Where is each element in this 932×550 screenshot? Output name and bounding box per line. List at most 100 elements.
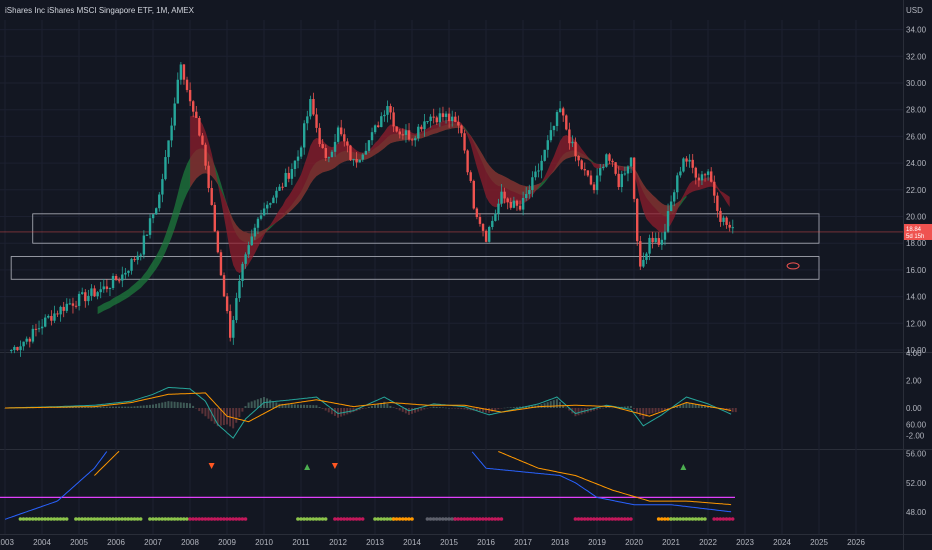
candle (53, 305, 56, 323)
price-tick-label: 28.00 (906, 106, 927, 115)
macd-histogram-bar (451, 408, 454, 409)
candle-body (111, 275, 115, 289)
macd-histogram-bar (330, 408, 333, 415)
candle (694, 166, 697, 185)
state-dot (148, 517, 152, 521)
macd-histogram-bar (392, 407, 395, 408)
macd-histogram-bar (290, 404, 293, 408)
candle-body (44, 317, 47, 327)
candle (574, 137, 577, 162)
candle (284, 168, 287, 187)
candle (666, 203, 670, 234)
candle (697, 173, 701, 187)
candle-body (515, 200, 519, 206)
candle-body (398, 131, 401, 135)
candle-body (632, 157, 636, 199)
macd-histogram-bar (53, 407, 56, 408)
candle (521, 191, 525, 216)
macd-histogram-bar (420, 408, 423, 411)
candle (592, 181, 596, 194)
blue-line (4, 451, 732, 520)
candle-body (262, 208, 266, 216)
macd-histogram-bar (642, 408, 645, 420)
macd-histogram-bar (429, 407, 432, 408)
macd-tick-label: 0.00 (906, 404, 922, 413)
candle-body (241, 263, 244, 281)
candle (466, 149, 469, 176)
macd-histogram-bar (241, 408, 244, 412)
macd-histogram-bar (312, 405, 315, 408)
candle-body (99, 289, 102, 293)
candle (321, 139, 324, 149)
candle-body (47, 315, 50, 318)
macd-histogram-bar (266, 398, 269, 408)
state-dot (459, 517, 464, 521)
candle-body (28, 338, 31, 342)
candle (626, 165, 630, 182)
candle-body (352, 158, 355, 160)
state-dot (18, 517, 23, 521)
state-dot (212, 517, 217, 521)
macd-histogram-bar (515, 406, 518, 408)
state-dot (342, 517, 346, 521)
candle-body (423, 121, 426, 130)
state-dot (55, 517, 60, 521)
candle (290, 163, 294, 185)
candle-body (238, 280, 241, 299)
candle (136, 251, 139, 265)
state-dot (496, 517, 501, 521)
candle-body (185, 79, 189, 90)
candle-body (296, 156, 300, 161)
candle (352, 158, 355, 166)
candle-body (130, 259, 133, 271)
candle-body (509, 201, 512, 208)
time-tick-label: 2017 (514, 538, 532, 547)
state-dot (404, 517, 408, 521)
candle-body (281, 186, 284, 188)
candle-body (192, 101, 195, 112)
candle-body (25, 338, 28, 342)
state-dot (397, 517, 402, 521)
state-dot (589, 517, 593, 521)
state-dot (400, 517, 405, 521)
candle (383, 110, 386, 122)
candle (204, 142, 207, 170)
macd-histogram-bar (309, 405, 312, 408)
macd-histogram-bar (629, 405, 632, 408)
candle (219, 249, 223, 277)
candle-body (19, 346, 22, 351)
macd-histogram-bar (481, 408, 484, 413)
price-tick-label: 34.00 (906, 26, 927, 35)
price-tag-value: 18.84 (906, 227, 922, 233)
candle (602, 163, 605, 171)
macd-histogram-bar (386, 403, 389, 408)
candle (685, 156, 688, 167)
candle (195, 106, 198, 119)
macd-histogram-bar (121, 406, 124, 408)
macd-histogram-bar (278, 403, 281, 408)
candle (235, 292, 238, 323)
state-dot (317, 517, 322, 521)
candle (540, 155, 543, 179)
time-tick-label: 2026 (847, 538, 865, 547)
candle (611, 158, 614, 167)
candle (703, 172, 707, 182)
state-dot (336, 517, 340, 521)
macd-histogram-bar (444, 407, 447, 409)
state-dot (24, 517, 29, 521)
candle-body (62, 306, 65, 311)
state-dot (123, 517, 128, 521)
macd-histogram-bar (210, 408, 213, 422)
state-dot (385, 517, 390, 521)
candle-body (364, 150, 368, 155)
macd-histogram-bar (364, 408, 367, 409)
candle-body (90, 288, 93, 296)
candle-body (565, 115, 568, 130)
candle (262, 202, 266, 217)
macd-histogram-bar (358, 408, 361, 411)
macd-histogram-bar (352, 408, 355, 413)
candle-body (324, 148, 327, 159)
candle-body (290, 169, 294, 179)
state-dot (160, 517, 165, 521)
